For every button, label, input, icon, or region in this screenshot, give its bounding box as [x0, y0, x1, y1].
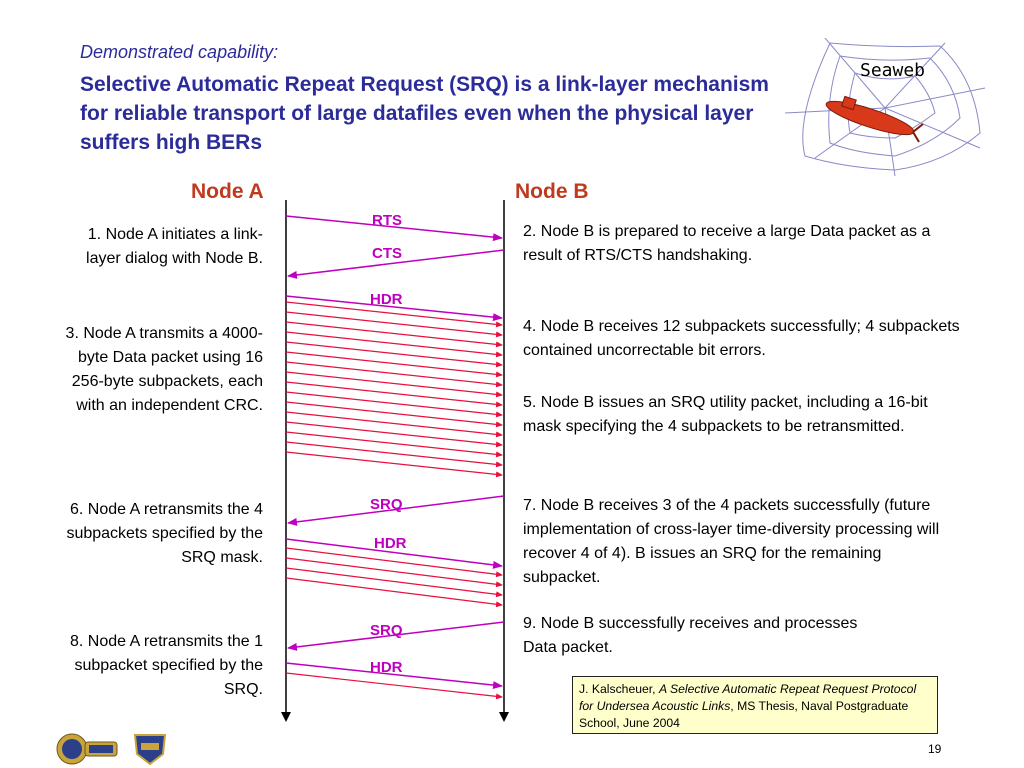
reference-box: J. Kalscheuer, A Selective Automatic Rep…: [572, 676, 938, 734]
node-a-heading: Node A: [191, 180, 264, 203]
hdr-arrow-1: [285, 295, 503, 322]
page-number: 19: [928, 742, 942, 756]
note-1: 1. Node A initiates a link-layer dialog …: [86, 226, 263, 267]
srq-label-2: SRQ: [370, 622, 403, 639]
nps-logo: [133, 734, 167, 766]
note-8: 8. Node A retransmits the 1 subpacket sp…: [70, 633, 263, 698]
hdr-arrow-3: [285, 662, 503, 690]
hdr-label-2: HDR: [374, 535, 407, 552]
rts-arrow: [285, 215, 503, 242]
onr-logo: [56, 733, 118, 765]
subtitle: Demonstrated capability:: [80, 42, 279, 62]
cts-label: CTS: [372, 245, 402, 262]
subpacket-arrows-initial: [285, 301, 503, 478]
node-b-timeline-arrowhead: [499, 712, 509, 722]
note-3: 3. Node A transmits a 4000-byte Data pac…: [65, 325, 263, 414]
reference-title: A Selective Automatic Repeat Request Pro…: [579, 682, 917, 713]
subpacket-arrow-retransmit-1: [285, 672, 503, 700]
rts-label: RTS: [372, 212, 402, 229]
seaweb-label: Seaweb: [860, 60, 926, 81]
institution-logos: [56, 733, 167, 766]
note-2: 2. Node B is prepared to receive a large…: [523, 223, 931, 264]
slide-title: Selective Automatic Repeat Request (SRQ)…: [80, 73, 769, 154]
reference-details: , MS Thesis, Naval Postgraduate School, …: [579, 699, 909, 730]
srq-arrow-2: [287, 621, 505, 651]
subpacket-arrows-retransmit-4: [285, 547, 503, 608]
hdr-label-1: HDR: [370, 291, 403, 308]
node-a-timeline-arrowhead: [281, 712, 291, 722]
note-4: 4. Node B receives 12 subpackets success…: [523, 318, 960, 359]
note-5: 5. Node B issues an SRQ utility packet, …: [523, 394, 928, 435]
srq-arrow-1: [287, 495, 505, 526]
seaweb-logo: [785, 38, 986, 177]
submarine-icon: [825, 95, 924, 143]
note-6: 6. Node A retransmits the 4 subpackets s…: [66, 501, 263, 566]
note-7: 7. Node B receives 3 of the 4 packets su…: [523, 497, 940, 586]
node-b-heading: Node B: [515, 180, 589, 203]
srq-label-1: SRQ: [370, 496, 403, 513]
reference-author: J. Kalscheuer,: [579, 682, 659, 696]
note-9: 9. Node B successfully receives and proc…: [523, 615, 858, 656]
cts-arrow: [287, 249, 505, 279]
hdr-label-3: HDR: [370, 659, 403, 676]
hdr-arrow-2: [285, 538, 503, 569]
